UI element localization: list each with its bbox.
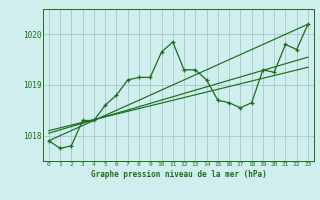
X-axis label: Graphe pression niveau de la mer (hPa): Graphe pression niveau de la mer (hPa) [91,170,266,179]
